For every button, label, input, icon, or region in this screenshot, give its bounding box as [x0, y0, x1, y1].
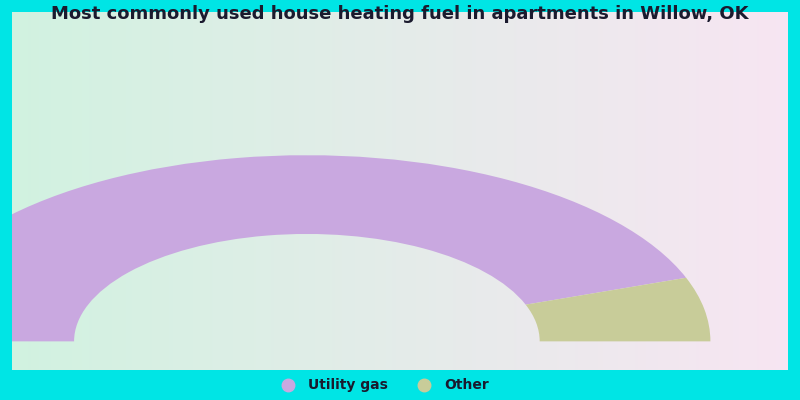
Wedge shape	[526, 278, 710, 341]
Text: Utility gas: Utility gas	[308, 378, 388, 392]
Text: Most commonly used house heating fuel in apartments in Willow, OK: Most commonly used house heating fuel in…	[51, 5, 749, 23]
Text: Other: Other	[444, 378, 489, 392]
Wedge shape	[0, 155, 686, 341]
